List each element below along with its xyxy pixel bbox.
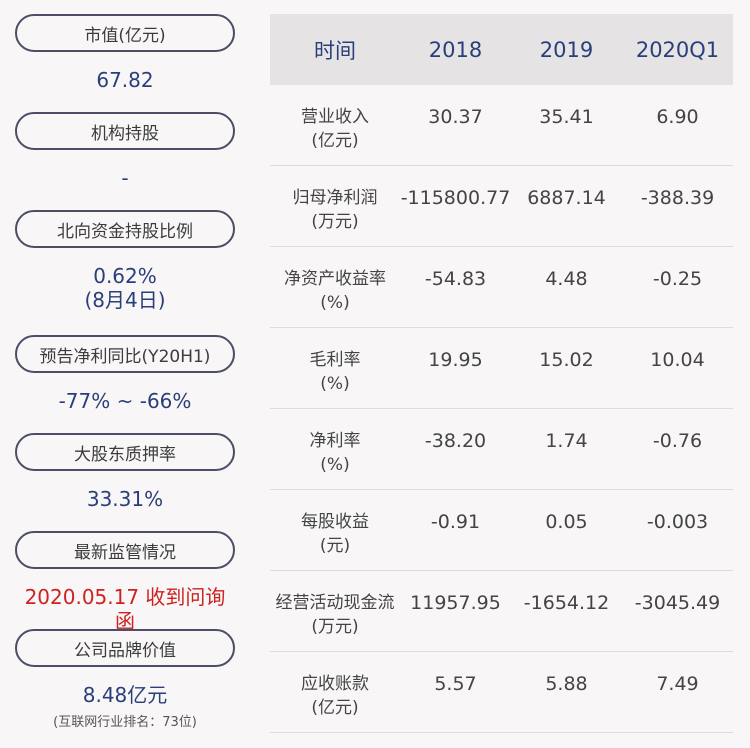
brand-value-label: 公司品牌价值	[15, 629, 235, 667]
table-row: 营业收入 (亿元) 30.37 35.41 6.90	[270, 85, 733, 166]
pledge-ratio-value: 33.31%	[86, 487, 164, 511]
table-cell: 35.41	[539, 106, 594, 128]
row-metric-unit: (%)	[320, 455, 350, 475]
table-cell: 15.02	[539, 349, 594, 371]
row-metric-unit: (%)	[320, 293, 350, 313]
table-cell: -54.83	[424, 268, 487, 290]
left-metrics-panel: 市值(亿元) 67.82 机构持股 - 北向资金持股比例 0.62% (8月4日…	[15, 14, 235, 731]
row-metric-unit: (元)	[319, 536, 351, 556]
table-cell: -0.76	[652, 430, 703, 452]
header-2018: 2018	[428, 37, 483, 62]
row-label: 净利率 (%)	[270, 409, 400, 489]
row-metric-unit: (%)	[320, 374, 350, 394]
row-label: 经营活动现金流 (万元)	[270, 571, 400, 651]
table-cell: 6.90	[656, 106, 699, 128]
table-cell: 4.48	[545, 268, 588, 290]
northbound-ratio-label: 北向资金持股比例	[15, 210, 235, 248]
row-metric-name: 净资产收益率	[284, 269, 386, 289]
row-label: 应收账款 (亿元)	[270, 652, 400, 732]
brand-value-value: 8.48亿元	[82, 683, 168, 707]
northbound-ratio-date: (8月4日)	[84, 288, 166, 312]
market-cap-label: 市值(亿元)	[15, 14, 235, 52]
row-metric-name: 营业收入	[301, 107, 369, 127]
table-row: 净资产收益率 (%) -54.83 4.48 -0.25	[270, 247, 733, 328]
header-period: 时间	[314, 38, 356, 63]
row-label: 归母净利润 (万元)	[270, 166, 400, 246]
table-cell: -0.003	[646, 511, 709, 533]
row-metric-name: 净利率	[309, 431, 361, 451]
row-metric-unit: (万元)	[311, 212, 359, 232]
table-cell: 19.95	[428, 349, 483, 371]
institutional-holding-label: 机构持股	[15, 112, 235, 150]
row-metric-name: 毛利率	[309, 350, 361, 370]
table-row: 净利率 (%) -38.20 1.74 -0.76	[270, 409, 733, 490]
regulation-label: 最新监管情况	[15, 531, 235, 569]
row-label: 每股收益 (元)	[270, 490, 400, 570]
table-cell: 0.05	[545, 511, 588, 533]
table-row: 经营活动现金流 (万元) 11957.95 -1654.12 -3045.49	[270, 571, 733, 652]
table-cell: 1.74	[545, 430, 588, 452]
table-cell: 6887.14	[527, 187, 606, 209]
table-cell: 11957.95	[410, 592, 501, 614]
row-label: 毛利率 (%)	[270, 328, 400, 408]
profit-forecast-label: 预告净利同比(Y20H1)	[15, 335, 235, 373]
brand-value-block: 8.48亿元 (互联网行业排名：73位)	[15, 667, 235, 731]
table-cell: -0.91	[430, 511, 481, 533]
row-metric-name: 经营活动现金流	[275, 593, 395, 613]
table-cell: -0.25	[652, 268, 703, 290]
table-cell: -38.20	[424, 430, 487, 452]
row-label: 营业收入 (亿元)	[270, 85, 400, 165]
row-metric-unit: (万元)	[311, 617, 359, 637]
row-metric-name: 每股收益	[301, 512, 369, 532]
northbound-ratio-value: 0.62%	[93, 264, 157, 288]
table-cell: 7.49	[656, 673, 699, 695]
table-row: 归母净利润 (万元) -115800.77 6887.14 -388.39	[270, 166, 733, 247]
northbound-ratio-block: 0.62% (8月4日)	[15, 248, 235, 335]
table-row: 毛利率 (%) 19.95 15.02 10.04	[270, 328, 733, 409]
table-cell: -115800.77	[400, 187, 511, 209]
market-cap-value: 67.82	[96, 68, 154, 92]
table-row: 每股收益 (元) -0.91 0.05 -0.003	[270, 490, 733, 571]
table-cell: 10.04	[650, 349, 705, 371]
header-2019: 2019	[539, 37, 594, 62]
row-metric-unit: (亿元)	[311, 698, 359, 718]
row-metric-name: 归母净利润	[292, 188, 378, 208]
row-metric-unit: (亿元)	[311, 131, 359, 151]
table-header: 时间 2018 2019 2020Q1	[270, 14, 733, 85]
brand-value-rank-note: (互联网行业排名：73位)	[53, 715, 197, 730]
table-cell: -388.39	[640, 187, 715, 209]
table-cell: 5.57	[434, 673, 477, 695]
table-row: 应收账款 (亿元) 5.57 5.88 7.49	[270, 652, 733, 733]
regulation-value: 2020.05.17 收到问询函	[24, 585, 226, 633]
table-cell: 30.37	[428, 106, 483, 128]
header-2020q1: 2020Q1	[635, 37, 720, 62]
row-label: 净资产收益率 (%)	[270, 247, 400, 327]
financial-table: 时间 2018 2019 2020Q1 营业收入 (亿元) 30.37 35.41 6.…	[270, 14, 733, 733]
table-cell: -3045.49	[634, 592, 721, 614]
institutional-holding-value: -	[121, 166, 129, 190]
table-cell: 5.88	[545, 673, 588, 695]
pledge-ratio-label: 大股东质押率	[15, 433, 235, 471]
row-metric-name: 应收账款	[301, 674, 369, 694]
profit-forecast-value: -77% ~ -66%	[58, 389, 192, 413]
table-cell: -1654.12	[523, 592, 610, 614]
